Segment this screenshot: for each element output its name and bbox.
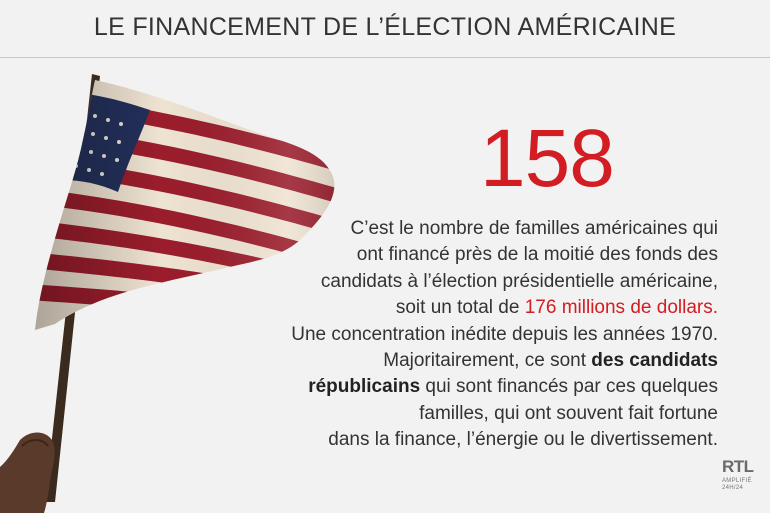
rtl-logo: RTL AMPLIFIÉ 24H/24 (722, 458, 762, 502)
page-title: LE FINANCEMENT DE L’ÉLECTION AMÉRICAINE (93, 13, 677, 41)
logo-name: RTL (722, 457, 754, 476)
body-line: Une concentration inédite depuis les ann… (291, 323, 718, 345)
body-text-segment: qui sont financés par ces quelques (420, 376, 718, 398)
body-line: républicains qui sont financés par ces q… (248, 374, 718, 400)
body-line: soit un total de 176 millions de dollars… (248, 295, 718, 321)
highlight-amount: 176 millions de dollars. (524, 297, 718, 319)
american-flag-image (0, 74, 335, 513)
logo-tagline-line: AMPLIFIÉ (722, 478, 752, 484)
stat-number: 158 (480, 113, 615, 204)
body-paragraph: C’est le nombre de familles américaines … (248, 216, 718, 454)
body-line: candidats à l’élection présidentielle am… (320, 270, 718, 292)
bold-text: des candidats (591, 350, 718, 372)
body-line: Majoritairement, ce sont des candidats (248, 348, 718, 374)
logo-tagline: AMPLIFIÉ 24H/24 (722, 478, 762, 492)
body-line: familles, qui ont souvent fait fortune (419, 402, 718, 424)
body-text-segment: Majoritairement, ce sont (383, 350, 592, 372)
body-line: C’est le nombre de familles américaines … (350, 218, 719, 239)
body-text-segment: soit un total de (395, 297, 525, 319)
logo-tagline-line: 24H/24 (722, 485, 744, 491)
body-line: dans la finance, l’énergie ou le diverti… (328, 429, 718, 451)
bold-text: républicains (308, 376, 421, 398)
body-line: ont financé près de la moitié des fonds … (356, 244, 718, 266)
title-divider (0, 57, 770, 58)
